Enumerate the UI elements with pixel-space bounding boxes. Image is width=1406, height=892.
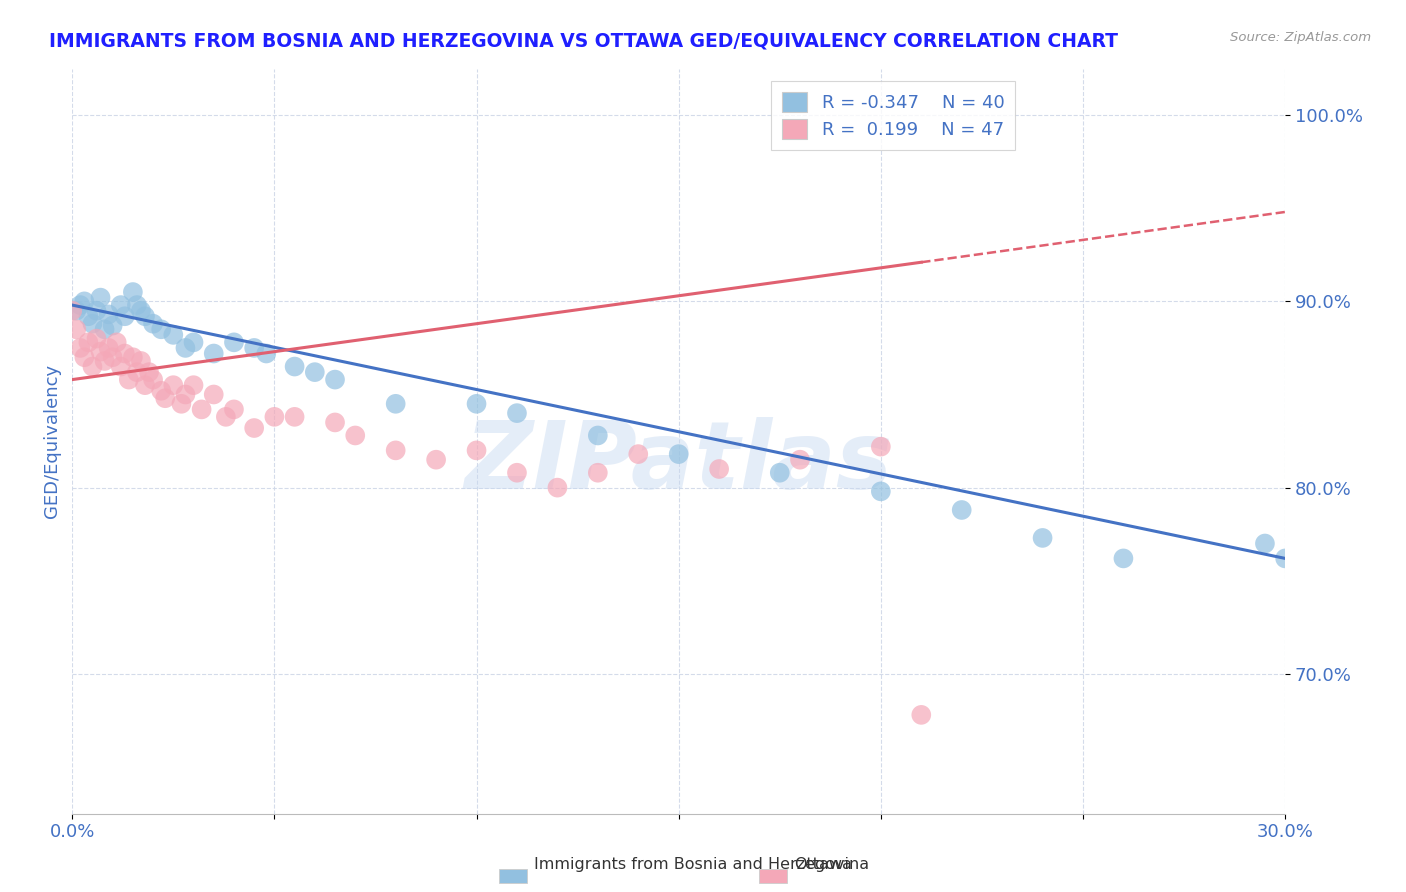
Point	[93, 322, 115, 336]
Point	[142, 317, 165, 331]
Point	[90, 344, 112, 359]
Point	[1274, 551, 1296, 566]
Point	[101, 318, 124, 333]
Y-axis label: GED/Equivalency: GED/Equivalency	[44, 364, 60, 518]
Point	[114, 346, 136, 360]
Point	[69, 341, 91, 355]
Point	[465, 443, 488, 458]
Point	[65, 322, 87, 336]
Point	[668, 447, 690, 461]
Point	[82, 317, 104, 331]
Point	[86, 332, 108, 346]
Point	[284, 409, 307, 424]
Point	[1112, 551, 1135, 566]
Point	[789, 452, 811, 467]
Point	[190, 402, 212, 417]
Point	[82, 359, 104, 374]
Point	[1032, 531, 1054, 545]
Text: IMMIGRANTS FROM BOSNIA AND HERZEGOVINA VS OTTAWA GED/EQUIVALENCY CORRELATION CHA: IMMIGRANTS FROM BOSNIA AND HERZEGOVINA V…	[49, 31, 1118, 50]
Point	[222, 402, 245, 417]
Point	[125, 365, 148, 379]
Point	[950, 503, 973, 517]
Point	[122, 350, 145, 364]
Point	[546, 481, 568, 495]
Point	[384, 397, 406, 411]
Point	[65, 303, 87, 318]
Point	[73, 294, 96, 309]
Point	[150, 384, 173, 398]
Point	[170, 397, 193, 411]
Point	[183, 335, 205, 350]
Point	[122, 285, 145, 299]
Point	[769, 466, 792, 480]
Point	[1254, 536, 1277, 550]
Point	[304, 365, 326, 379]
Point	[910, 707, 932, 722]
Point	[118, 373, 141, 387]
Legend: R = -0.347    N = 40, R =  0.199    N = 47: R = -0.347 N = 40, R = 0.199 N = 47	[772, 81, 1015, 150]
Point	[284, 359, 307, 374]
Point	[97, 341, 120, 355]
Point	[627, 447, 650, 461]
Point	[425, 452, 447, 467]
Point	[384, 443, 406, 458]
Point	[506, 406, 529, 420]
Point	[174, 387, 197, 401]
Point	[869, 440, 891, 454]
Point	[138, 365, 160, 379]
Point	[101, 350, 124, 364]
Point	[110, 298, 132, 312]
Point	[129, 303, 152, 318]
Text: ZIPatlas: ZIPatlas	[464, 417, 893, 509]
Point	[114, 310, 136, 324]
Point	[243, 341, 266, 355]
Text: Ottawa: Ottawa	[794, 857, 852, 872]
Point	[134, 310, 156, 324]
Point	[174, 341, 197, 355]
Point	[707, 462, 730, 476]
Point	[323, 373, 346, 387]
Point	[155, 391, 177, 405]
Point	[142, 373, 165, 387]
Point	[86, 303, 108, 318]
Point	[93, 354, 115, 368]
Point	[60, 303, 83, 318]
Point	[243, 421, 266, 435]
Text: Source: ZipAtlas.com: Source: ZipAtlas.com	[1230, 31, 1371, 45]
Point	[183, 378, 205, 392]
Point	[129, 354, 152, 368]
Point	[586, 466, 609, 480]
Point	[97, 307, 120, 321]
Point	[134, 378, 156, 392]
Point	[869, 484, 891, 499]
Point	[77, 335, 100, 350]
Point	[105, 335, 128, 350]
Point	[69, 298, 91, 312]
Point	[125, 298, 148, 312]
Point	[77, 310, 100, 324]
Point	[506, 466, 529, 480]
Point	[254, 346, 277, 360]
Point	[150, 322, 173, 336]
Point	[344, 428, 367, 442]
Point	[263, 409, 285, 424]
Point	[465, 397, 488, 411]
Point	[110, 359, 132, 374]
Point	[162, 327, 184, 342]
Point	[202, 387, 225, 401]
Point	[215, 409, 238, 424]
Point	[222, 335, 245, 350]
Text: Immigrants from Bosnia and Herzegovina: Immigrants from Bosnia and Herzegovina	[534, 857, 869, 872]
Point	[323, 416, 346, 430]
Point	[586, 428, 609, 442]
Point	[73, 350, 96, 364]
Point	[162, 378, 184, 392]
Point	[90, 291, 112, 305]
Point	[202, 346, 225, 360]
